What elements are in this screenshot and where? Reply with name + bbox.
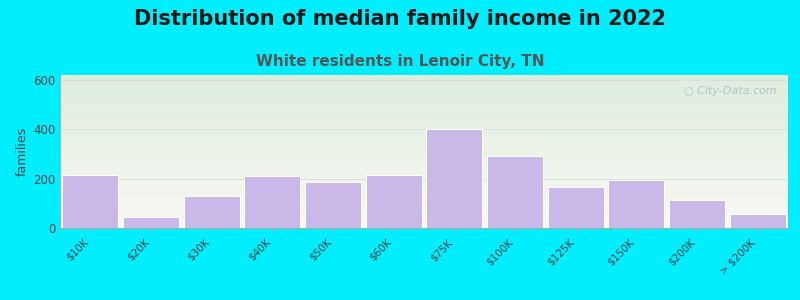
Bar <box>426 129 482 228</box>
Bar <box>62 175 118 228</box>
Bar <box>730 214 786 228</box>
Bar <box>305 182 361 228</box>
Bar <box>609 180 664 228</box>
Bar <box>548 187 603 228</box>
Text: White residents in Lenoir City, TN: White residents in Lenoir City, TN <box>256 54 544 69</box>
Bar <box>366 175 422 228</box>
Bar <box>487 156 543 228</box>
Bar <box>123 217 179 228</box>
Bar <box>669 200 725 228</box>
Bar <box>184 196 239 228</box>
Text: ○ City-Data.com: ○ City-Data.com <box>684 86 777 96</box>
Y-axis label: families: families <box>16 127 29 176</box>
Bar <box>245 176 300 228</box>
Text: Distribution of median family income in 2022: Distribution of median family income in … <box>134 9 666 29</box>
